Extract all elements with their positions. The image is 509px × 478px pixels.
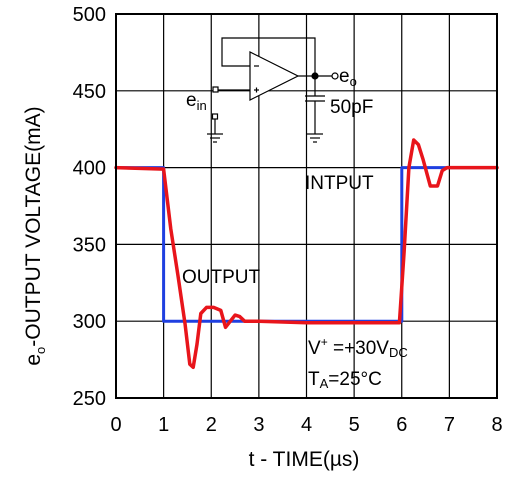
capacitor-label: 50pF (330, 97, 373, 118)
input-label: INTPUT (305, 173, 374, 194)
y-tick-label: 350 (73, 234, 106, 256)
ground-terminal (211, 113, 219, 120)
y-tick-label: 450 (73, 81, 106, 103)
x-tick-label: 7 (444, 414, 455, 436)
series-layer (114, 138, 499, 370)
feedback-wire (221, 37, 316, 76)
supply-voltage-label: V+ =+30VDC (308, 335, 408, 360)
x-axis-title: t - TIME(µs) (249, 448, 360, 471)
tick-labels: 0 1 2 3 4 5 6 7 8 250 300 350 400 450 500 (73, 4, 503, 436)
circuit-schematic (207, 37, 339, 143)
y-tick-label: 250 (73, 388, 106, 410)
x-tick-label: 3 (253, 414, 264, 436)
output-terminal (331, 72, 339, 80)
plot-frame (115, 13, 498, 399)
input-terminal (212, 86, 219, 93)
temperature-label: TA=25°C (308, 369, 382, 391)
y-tick-label: 400 (73, 158, 106, 180)
x-tick-label: 6 (396, 414, 407, 436)
y-axis-title: eo-OUTPUT VOLTAGE(mA) (22, 106, 48, 365)
output-series-line (114, 138, 499, 370)
x-tick-label: 4 (301, 414, 312, 436)
ein-label: ein (186, 90, 207, 113)
x-tick-label: 0 (110, 414, 121, 436)
output-label: OUTPUT (182, 267, 261, 288)
x-tick-label: 1 (158, 414, 169, 436)
y-tick-label: 500 (73, 4, 106, 26)
grid (116, 14, 497, 398)
y-tick-label: 300 (73, 311, 106, 333)
x-tick-label: 8 (491, 414, 502, 436)
x-tick-label: 5 (349, 414, 360, 436)
opamp-triangle (249, 51, 300, 101)
eo-label: eo (339, 66, 357, 89)
x-tick-label: 2 (206, 414, 217, 436)
